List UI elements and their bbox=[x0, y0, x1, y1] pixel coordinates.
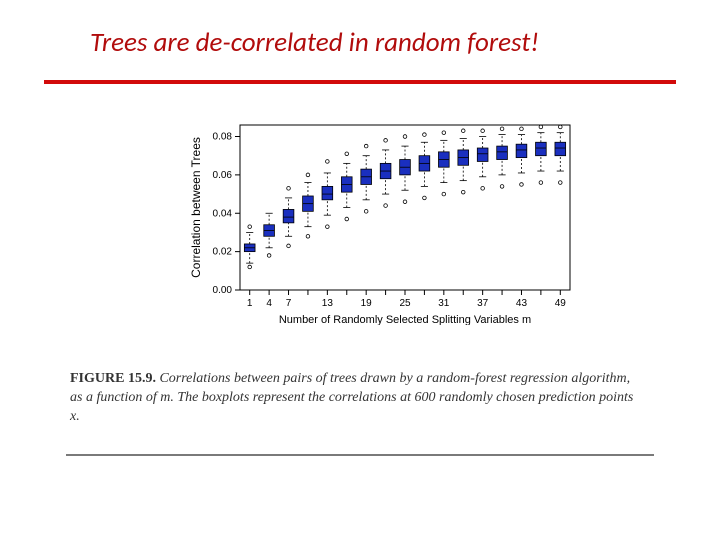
svg-text:Correlation between Trees: Correlation between Trees bbox=[189, 137, 203, 278]
svg-text:0.08: 0.08 bbox=[213, 132, 233, 143]
figure-caption: FIGURE 15.9. Correlations between pairs … bbox=[70, 370, 640, 427]
slide-title: Trees are de-correlated in random forest… bbox=[90, 26, 660, 59]
svg-text:31: 31 bbox=[438, 298, 450, 309]
svg-text:43: 43 bbox=[516, 298, 528, 309]
svg-text:13: 13 bbox=[322, 298, 334, 309]
title-underline bbox=[44, 80, 676, 84]
svg-text:25: 25 bbox=[399, 298, 411, 309]
svg-text:1: 1 bbox=[247, 298, 253, 309]
svg-text:19: 19 bbox=[361, 298, 373, 309]
svg-text:0.06: 0.06 bbox=[213, 170, 233, 181]
svg-text:7: 7 bbox=[286, 298, 292, 309]
svg-text:0.02: 0.02 bbox=[213, 247, 233, 258]
footer-rule bbox=[66, 454, 654, 456]
svg-text:37: 37 bbox=[477, 298, 489, 309]
svg-text:Number of Randomly Selected Sp: Number of Randomly Selected Splitting Va… bbox=[279, 314, 531, 325]
svg-text:0.04: 0.04 bbox=[213, 208, 233, 219]
svg-text:4: 4 bbox=[266, 298, 272, 309]
figure-label: FIGURE 15.9. bbox=[70, 371, 156, 386]
correlation-boxplot-chart: 0.00 0.02 0.04 0.06 0.08 Correlation between … bbox=[180, 115, 580, 345]
svg-text:0.00: 0.00 bbox=[213, 285, 233, 296]
svg-text:49: 49 bbox=[555, 298, 567, 309]
